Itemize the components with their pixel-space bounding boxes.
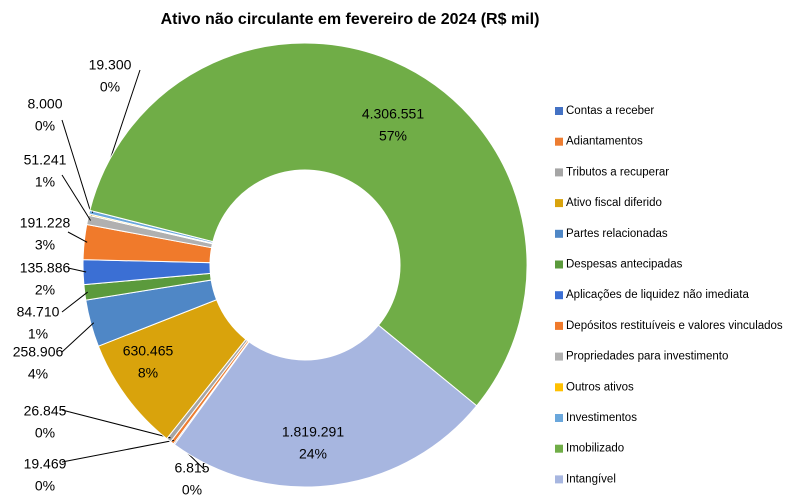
percent-label: 1% [28,326,48,342]
legend-label: Imobilizado [566,443,624,455]
value-label: 135.886 [20,260,71,276]
legend-swatch [555,199,563,208]
percent-label: 57% [379,128,407,144]
donut-slice [173,324,478,488]
percent-label: 2% [35,282,55,298]
leader-line [67,231,88,243]
legend-swatch [555,352,563,361]
value-label: 6.815 [174,460,209,476]
leader-line [61,322,95,353]
value-label: 191.228 [20,215,71,231]
legend-label: Propriedades para investimento [566,351,728,363]
legend-label: Intangível [566,473,616,485]
value-label: 1.819.291 [282,424,344,440]
leader-line [61,119,93,216]
percent-label: 0% [35,118,55,134]
leader-line [61,439,174,463]
percent-label: 24% [299,446,327,462]
legend-label: Ativo fiscal diferido [566,197,662,209]
legend-swatch [555,475,563,484]
percent-label: 4% [28,366,48,382]
percent-label: 3% [35,237,55,253]
value-label: 258.906 [13,344,64,360]
percent-label: 1% [35,174,55,190]
legend-swatch [555,229,563,238]
legend-label: Outros ativos [566,381,634,393]
legend-label: Contas a receber [566,105,654,117]
legend-label: Adiantamentos [566,136,643,148]
legend-swatch [555,291,563,300]
legend-swatch [555,414,563,422]
legend-swatch [555,444,563,453]
legend-swatch [555,260,563,269]
value-label: 84.710 [17,304,60,320]
legend-swatch [555,321,563,330]
leader-line [67,267,87,273]
chart-title: Ativo não circulante em fevereiro de 202… [161,11,540,28]
donut-slice [89,42,528,407]
legend-swatch [555,137,563,146]
value-label: 19.469 [24,456,67,472]
legend-label: Investimentos [566,412,637,424]
legend-label: Despesas antecipadas [566,259,683,271]
legend-swatch [555,168,563,177]
value-label: 8.000 [27,96,62,112]
legend-swatch [555,107,563,115]
value-label: 19.300 [89,57,132,73]
legend-label: Tributos a recuperar [566,166,669,178]
percent-label: 0% [35,478,55,494]
percent-label: 8% [138,365,158,381]
percent-label: 0% [100,79,120,95]
legend-label: Partes relacionadas [566,228,668,240]
value-label: 4.306.551 [362,106,424,122]
legend-swatch [555,383,563,392]
percent-label: 0% [35,425,55,441]
value-label: 630.465 [123,343,174,359]
value-label: 51.241 [24,152,67,168]
percent-label: 0% [182,482,202,498]
leader-line [61,174,91,221]
leader-line [61,409,171,439]
value-label: 26.845 [24,403,67,419]
leader-line [61,291,88,313]
legend-label: Aplicações de liquidez não imediata [566,289,749,301]
legend-label: Depósitos restituíveis e valores vincula… [566,320,783,332]
